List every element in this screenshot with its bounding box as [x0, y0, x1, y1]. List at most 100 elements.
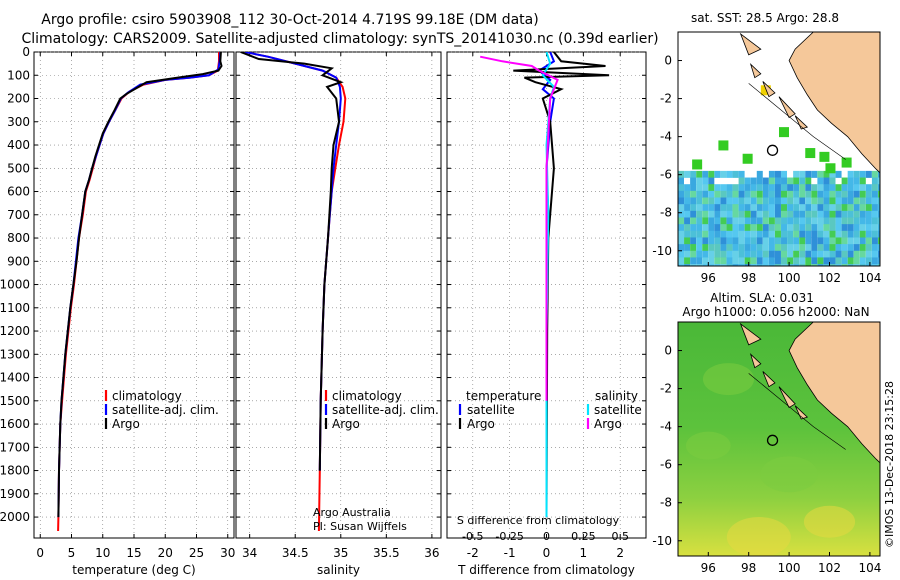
- sst-cell: [859, 224, 866, 232]
- sst-cell: [702, 204, 709, 212]
- sst-cell: [805, 177, 812, 185]
- sst-cell: [756, 197, 763, 205]
- s-tick-label: -0.25: [495, 530, 523, 543]
- sst-cell: [720, 224, 727, 232]
- sst-cell: [865, 210, 872, 218]
- sst-cell: [690, 250, 697, 258]
- sst-cell: [787, 197, 794, 205]
- y-tick-label: 1400: [0, 371, 30, 385]
- sst-cell: [841, 237, 848, 245]
- sst-cell: [811, 217, 818, 225]
- sst-cell: [847, 184, 854, 192]
- sst-cell: [817, 230, 824, 238]
- sst-cell: [708, 250, 715, 258]
- sst-cell: [817, 257, 824, 265]
- sst-cell: [817, 210, 824, 218]
- sst-cell: [871, 264, 878, 266]
- sst-cell: [841, 230, 848, 238]
- sst-cell: [865, 230, 872, 238]
- sst-cell: [859, 190, 866, 198]
- sst-cell: [817, 190, 824, 198]
- sst-green-cell: [779, 127, 789, 138]
- sst-cell: [744, 230, 751, 238]
- sst-cell: [762, 237, 769, 245]
- sst-cell: [690, 257, 697, 265]
- sst-cell: [877, 257, 880, 265]
- sst-cell: [877, 210, 880, 218]
- sst-cell: [805, 170, 812, 178]
- sst-cell: [853, 184, 860, 192]
- sst-cell: [756, 204, 763, 212]
- y-tick-label: 500: [7, 161, 30, 175]
- sst-cell: [714, 257, 721, 265]
- sst-cell: [762, 224, 769, 232]
- sst-cell: [799, 257, 806, 265]
- sst-cell: [859, 210, 866, 218]
- sst-cell: [853, 257, 860, 265]
- sst-cell: [708, 230, 715, 238]
- land-island: [778, 386, 796, 409]
- sst-cell: [799, 244, 806, 252]
- sst-cell: [738, 217, 745, 225]
- y-tick-label: 1500: [0, 394, 30, 408]
- s-tick-label: -0.5: [462, 530, 483, 543]
- sst-cell: [762, 244, 769, 252]
- sst-cell: [726, 250, 733, 258]
- x-tick-label: 34: [242, 546, 257, 560]
- sst-cell: [732, 244, 739, 252]
- sst-cell: [774, 264, 781, 266]
- s-tick-label: 0: [543, 530, 550, 543]
- sst-cell: [738, 170, 745, 178]
- sst-cell: [847, 190, 854, 198]
- sst-cell: [696, 257, 703, 265]
- sst-cell: [726, 190, 733, 198]
- sst-cell: [787, 184, 794, 192]
- sst-cell: [865, 170, 872, 178]
- sst-cell: [835, 250, 842, 258]
- sst-cell: [744, 210, 751, 218]
- sst-cell: [708, 170, 715, 178]
- sst-cell: [726, 264, 733, 266]
- sst-cell: [708, 244, 715, 252]
- sst-cell: [817, 237, 824, 245]
- sst-cell: [793, 250, 800, 258]
- sst-cell: [756, 177, 763, 185]
- sst-cell: [853, 237, 860, 245]
- x-tick-label: 0: [36, 546, 44, 560]
- sst-cell: [720, 204, 727, 212]
- sst-cell: [774, 197, 781, 205]
- sst-cell: [805, 197, 812, 205]
- sst-cell: [708, 177, 715, 185]
- sst-cell: [744, 204, 751, 212]
- legend-label: satellite: [594, 403, 642, 417]
- sst-cell: [696, 217, 703, 225]
- sst-cell: [787, 264, 794, 266]
- sst-cell: [871, 224, 878, 232]
- land-island: [749, 353, 762, 369]
- map-y-tick-label: -6: [660, 458, 672, 472]
- sst-cell: [744, 224, 751, 232]
- argo-position-marker: [766, 434, 779, 446]
- sst-cell: [853, 224, 860, 232]
- sst-cell: [714, 204, 721, 212]
- sst-cell: [726, 230, 733, 238]
- sst-cell: [823, 190, 830, 198]
- sst-cell: [756, 170, 763, 178]
- sst-cell: [738, 264, 745, 266]
- sst-cell: [829, 184, 836, 192]
- legend-title: salinity: [595, 389, 638, 403]
- sst-cell: [732, 210, 739, 218]
- series-group: [57, 52, 223, 532]
- sla-blob: [685, 431, 731, 460]
- sst-cell: [865, 190, 872, 198]
- sst-cell: [744, 197, 751, 205]
- sst-cell: [702, 230, 709, 238]
- land-island: [794, 405, 809, 420]
- imos-footer: ©IMOS 13-Dec-2018 23:15:28: [883, 381, 896, 548]
- sst-cell: [696, 197, 703, 205]
- sst-cell: [750, 264, 757, 266]
- sst-cell: [847, 230, 854, 238]
- sst-cell: [829, 237, 836, 245]
- sst-cell: [714, 190, 721, 198]
